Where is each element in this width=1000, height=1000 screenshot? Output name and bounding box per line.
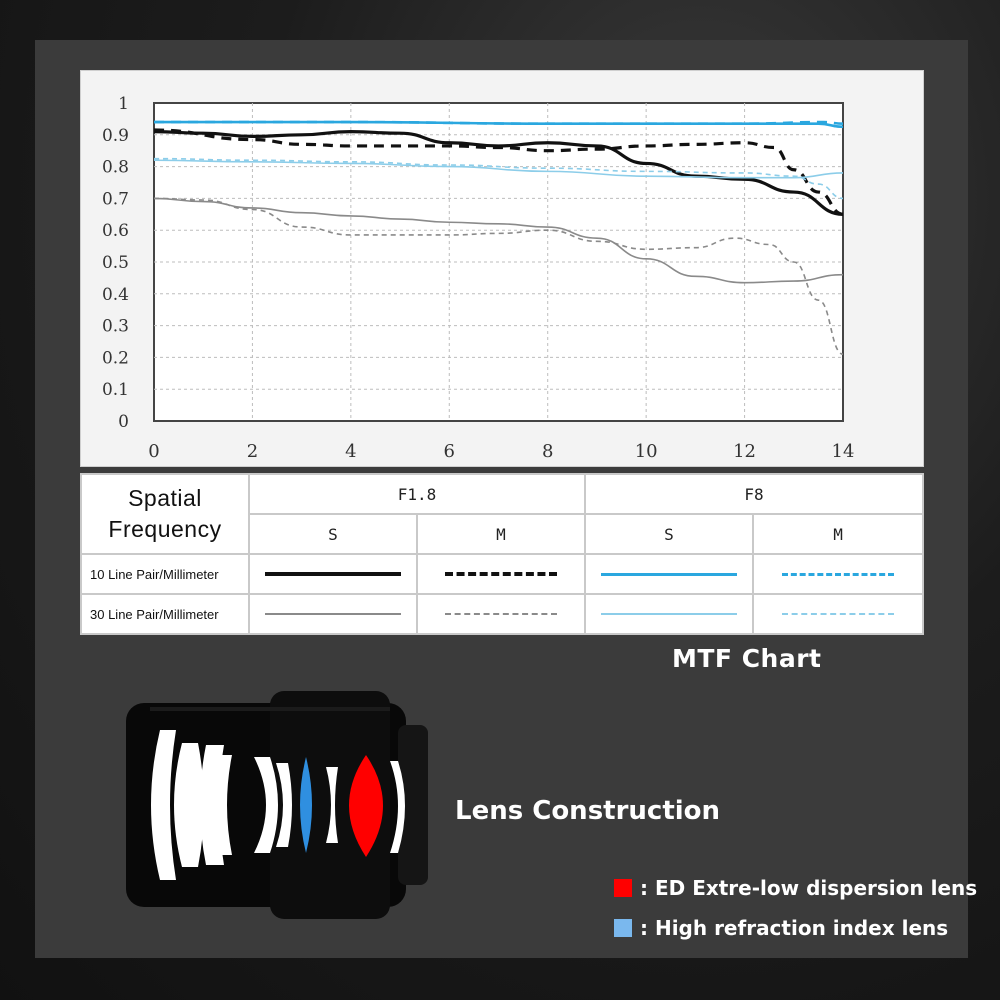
x-tick-label: 6 xyxy=(444,441,455,462)
y-tick-label: 0.2 xyxy=(102,348,129,368)
ed-lens-element xyxy=(349,755,383,857)
x-tick-label: 8 xyxy=(542,441,553,462)
legend-cell xyxy=(584,593,754,635)
y-tick-label: 0.5 xyxy=(102,253,129,273)
red-square-icon xyxy=(614,879,632,897)
lens-construction-title: Lens Construction xyxy=(455,796,721,826)
y-tick-label: 0.6 xyxy=(102,221,129,241)
hr-lens-label: : High refraction index lens xyxy=(640,916,949,940)
y-tick-label: 0.1 xyxy=(102,380,129,400)
lens-element-1 xyxy=(151,730,176,880)
frequency-label: Frequency xyxy=(108,516,222,542)
y-tick-label: 0.8 xyxy=(102,158,129,178)
legend-cell xyxy=(416,593,586,635)
aperture-f8-header: F8 xyxy=(583,473,925,515)
aperture-f18-header: F1.8 xyxy=(248,473,586,515)
legend-swatch-f8-m-30 xyxy=(782,613,894,615)
mtf-series-line-6 xyxy=(153,197,844,356)
legend-cell xyxy=(248,593,418,635)
lens-element-10 xyxy=(390,761,405,853)
mtf-series-line-7 xyxy=(153,159,844,179)
legend-swatch-f8-s-10 xyxy=(601,572,737,576)
mtf-series-line-2 xyxy=(153,128,844,216)
y-tick-label: 0.9 xyxy=(102,126,129,146)
ed-lens-label: : ED Extre-low dispersion lens xyxy=(640,876,978,900)
mtf-legend-table: Spatial Frequency F1.8 F8 S M S M 10 Lin… xyxy=(80,473,925,635)
f8-sagittal-header: S xyxy=(584,513,754,555)
spatial-frequency-header: Spatial Frequency xyxy=(80,473,250,555)
row-label-30lpmm: 30 Line Pair/Millimeter xyxy=(80,593,250,635)
f18-sagittal-header: S xyxy=(248,513,418,555)
y-tick-label: 0.4 xyxy=(102,285,129,305)
row-label-10lpmm: 10 Line Pair/Millimeter xyxy=(80,553,250,595)
legend-cell xyxy=(751,553,925,595)
mtf-chart-title: MTF Chart xyxy=(672,644,822,673)
legend-cell xyxy=(248,553,418,595)
mtf-series-line-4 xyxy=(154,120,844,125)
x-tick-label: 14 xyxy=(832,441,855,462)
legend-swatch-f18-m-10 xyxy=(445,572,557,576)
lens-barrel-rear xyxy=(270,691,390,919)
legend-swatch-f18-s-10 xyxy=(265,572,401,576)
lens-construction-diagram xyxy=(126,691,428,919)
blue-square-icon xyxy=(614,919,632,937)
y-tick-label: 0.7 xyxy=(102,189,129,209)
mtf-series-line-8 xyxy=(153,157,844,200)
legend-swatch-f18-s-30 xyxy=(265,613,401,615)
x-tick-label: 2 xyxy=(247,441,258,462)
mtf-chart: 0 0.1 0.2 0.3 0.4 0.5 0.6 0.7 0.8 0.9 1 0 2 4 6 8 10 12 1… xyxy=(80,70,924,467)
y-tick-label: 0 xyxy=(118,412,129,432)
legend-swatch-f18-m-30 xyxy=(445,613,557,615)
ed-lens-key: : ED Extre-low dispersion lens xyxy=(614,876,977,900)
barrel-highlight xyxy=(150,707,390,711)
mtf-series-line-5 xyxy=(153,197,844,284)
x-tick-label: 4 xyxy=(345,441,356,462)
mtf-chart-svg: 0 0.1 0.2 0.3 0.4 0.5 0.6 0.7 0.8 0.9 1 0 2 4 6 8 10 12 1… xyxy=(102,94,855,462)
y-tick-label: 0.3 xyxy=(102,317,129,337)
lens-element-8 xyxy=(326,767,338,843)
hr-lens-key: : High refraction index lens xyxy=(614,916,948,940)
lens-element-6 xyxy=(276,763,292,847)
lens-element-2 xyxy=(174,743,204,867)
f18-meridional-header: M xyxy=(416,513,586,555)
legend-cell xyxy=(584,553,754,595)
high-refraction-lens-element xyxy=(300,757,312,853)
legend-cell xyxy=(751,593,925,635)
spatial-label: Spatial xyxy=(128,485,202,511)
f8-meridional-header: M xyxy=(751,513,925,555)
lens-element-5 xyxy=(254,757,278,853)
lens-element-4 xyxy=(209,755,232,855)
x-tick-label: 12 xyxy=(733,441,756,462)
legend-swatch-f8-s-30 xyxy=(601,613,737,615)
legend-swatch-f8-m-10 xyxy=(782,572,894,576)
x-tick-label: 10 xyxy=(635,441,658,462)
legend-cell xyxy=(416,553,586,595)
lens-mount xyxy=(398,725,428,885)
x-tick-label: 0 xyxy=(148,441,159,462)
y-tick-label: 1 xyxy=(118,94,129,114)
